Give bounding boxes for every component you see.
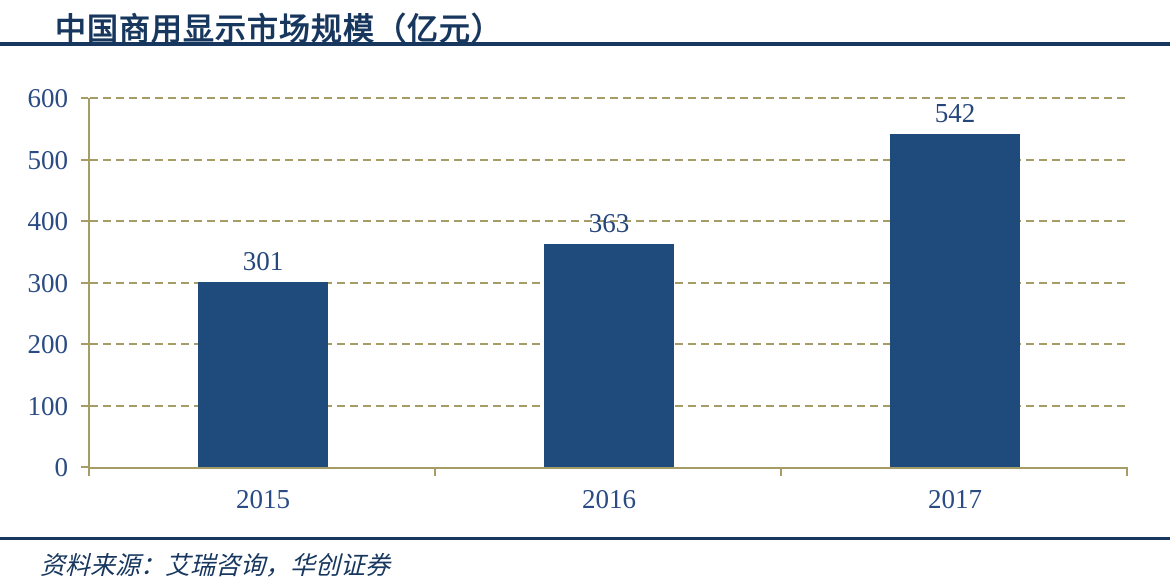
bar-2016: [544, 243, 674, 467]
bar-2015: [198, 281, 328, 467]
x-axis-tick-3: [1126, 469, 1128, 476]
y-axis-tick-0: [81, 466, 88, 468]
y-tick-label: 200: [27, 329, 69, 359]
bar-value-label: 301: [242, 245, 284, 276]
bar-value-label: 363: [588, 207, 630, 238]
page-title: 中国商用显示市场规模（亿元）: [55, 12, 503, 47]
plot-area: 0 100 200 300 400 500 600 301 2015 363 2016 542 2017: [28, 83, 1128, 514]
y-tick-label: 0: [54, 452, 69, 482]
y-tick-label: 400: [27, 206, 69, 236]
y-tick-label: 600: [27, 83, 69, 113]
y-axis-tick-100: [81, 404, 88, 407]
footer-divider-rule: [0, 537, 1170, 540]
title-underline-rule: [0, 42, 1170, 46]
y-axis-tick-500: [81, 158, 88, 161]
x-axis-tick-2: [780, 469, 782, 476]
y-tick-label: 500: [27, 144, 69, 175]
y-axis-tick-600: [81, 97, 88, 99]
y-tick-label: 100: [27, 390, 69, 421]
x-tick-label: 2015: [236, 484, 290, 514]
gridline-400: [90, 220, 1128, 222]
x-tick-label: 2017: [928, 484, 982, 514]
y-axis-tick-400: [81, 220, 88, 222]
bar-2017: [890, 133, 1020, 467]
bar-value-label: 542: [934, 97, 976, 128]
y-axis-tick-300: [81, 281, 88, 284]
x-axis-tick-0: [88, 469, 90, 476]
source-attribution: 资料来源：艾瑞咨询，华创证券: [40, 553, 391, 580]
x-axis-tick-1: [434, 469, 436, 476]
y-tick-label: 300: [27, 267, 69, 298]
gridline-500: [90, 158, 1128, 161]
gridline-600: [90, 97, 1128, 99]
x-tick-label: 2016: [582, 484, 636, 514]
y-axis-tick-200: [81, 343, 88, 345]
